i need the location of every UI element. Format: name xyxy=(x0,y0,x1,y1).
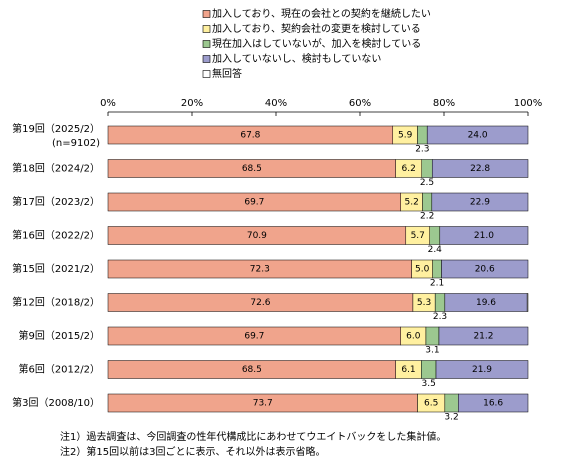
data-label: 5.7 xyxy=(411,231,425,241)
bar-segment xyxy=(426,125,529,145)
y-tick-label: 第18回（2024/2） xyxy=(12,162,100,175)
legend-swatch xyxy=(202,70,211,78)
bar-segment xyxy=(422,192,433,212)
data-label: 2.5 xyxy=(420,178,434,188)
data-label: 5.2 xyxy=(404,198,418,208)
data-label: 21.9 xyxy=(472,365,492,375)
data-label: 67.8 xyxy=(240,131,260,141)
data-label: 6.0 xyxy=(406,332,421,342)
y-tick-label: 第9回（2015/2） xyxy=(18,329,100,342)
data-label: 68.5 xyxy=(242,365,262,375)
data-label: 5.0 xyxy=(415,265,430,275)
bar-segment xyxy=(432,259,442,279)
bar-segment xyxy=(438,326,529,346)
y-tick-label: 第3回（2008/10） xyxy=(12,396,100,409)
bar-segment xyxy=(441,259,529,279)
bar-segment xyxy=(431,159,529,178)
bar-segment xyxy=(417,125,428,145)
data-label: 6.5 xyxy=(424,399,438,409)
data-label: 73.7 xyxy=(253,399,273,409)
bar-segment xyxy=(421,360,437,379)
data-label: 72.6 xyxy=(250,298,270,308)
x-tick-label: 20% xyxy=(181,98,203,109)
bar-segment xyxy=(526,293,529,312)
bar-segment xyxy=(421,159,433,178)
bar-segment xyxy=(444,393,459,413)
legend-label: 現在加入はしていないが、加入を検討している xyxy=(212,37,421,50)
data-label: 2.4 xyxy=(428,245,443,255)
data-label: 2.1 xyxy=(430,279,444,289)
data-label: 5.9 xyxy=(398,131,413,141)
data-label: 2.3 xyxy=(433,312,447,322)
data-label: 72.3 xyxy=(250,265,270,275)
legend-swatch xyxy=(202,10,211,18)
data-label: 6.1 xyxy=(401,365,415,375)
y-tick-label: 第17回（2023/2） xyxy=(12,195,100,208)
legend-label: 無回答 xyxy=(212,67,242,80)
sample-note: (n=9102) xyxy=(52,138,100,149)
legend-label: 加入しており、契約会社の変更を検討している xyxy=(212,22,421,35)
data-label: 19.6 xyxy=(476,298,496,308)
data-label: 24.0 xyxy=(468,131,488,141)
data-label: 3.1 xyxy=(425,346,439,356)
y-tick-label: 第16回（2022/2） xyxy=(12,229,100,242)
legend-swatch xyxy=(202,40,211,48)
x-tick-label: 40% xyxy=(265,98,287,109)
data-label: 2.2 xyxy=(420,212,434,222)
x-tick-label: 80% xyxy=(433,98,455,109)
data-label: 6.2 xyxy=(402,164,416,174)
x-tick-label: 60% xyxy=(349,98,371,109)
bar-segment xyxy=(429,226,441,245)
data-label: 68.5 xyxy=(242,164,262,174)
x-tick-label: 100% xyxy=(514,98,543,109)
data-label: 16.6 xyxy=(483,399,503,409)
bar-segment xyxy=(434,293,446,312)
note: 注2）第15回以前は3回ごとに表示、それ以外は表示省略。 xyxy=(60,445,325,458)
bar-segment xyxy=(425,326,440,346)
x-tick-label: 0% xyxy=(100,98,116,109)
y-tick-label: 第15回（2021/2） xyxy=(12,262,100,275)
data-label: 22.8 xyxy=(470,164,490,174)
data-label: 20.6 xyxy=(475,265,495,275)
y-tick-label: 第6回（2012/2） xyxy=(18,363,100,376)
bar-segment xyxy=(431,192,529,212)
data-label: 5.3 xyxy=(417,298,431,308)
bar-segment xyxy=(435,360,529,379)
data-label: 69.7 xyxy=(244,198,264,208)
data-label: 2.3 xyxy=(415,145,429,155)
bar-segment xyxy=(458,393,529,413)
bar-segment xyxy=(439,226,529,245)
legend-swatch xyxy=(202,25,211,33)
y-tick-label: 第19回（2025/2） xyxy=(12,122,100,135)
y-tick-label: 第12回（2018/2） xyxy=(12,296,100,309)
legend-label: 加入していないし、検討もしていない xyxy=(212,52,381,65)
data-label: 3.2 xyxy=(444,413,458,423)
data-label: 22.9 xyxy=(470,198,490,208)
data-label: 69.7 xyxy=(244,332,264,342)
data-label: 3.5 xyxy=(422,379,436,389)
data-label: 70.9 xyxy=(247,231,267,241)
note: 注1）過去調査は、今回調査の性年代構成比にあわせてウエイトバックをした集計値。 xyxy=(60,430,446,443)
legend-label: 加入しており、現在の会社との契約を継続したい xyxy=(212,7,431,20)
data-label: 21.2 xyxy=(473,332,493,342)
data-label: 21.0 xyxy=(474,231,494,241)
legend-swatch xyxy=(202,55,211,63)
